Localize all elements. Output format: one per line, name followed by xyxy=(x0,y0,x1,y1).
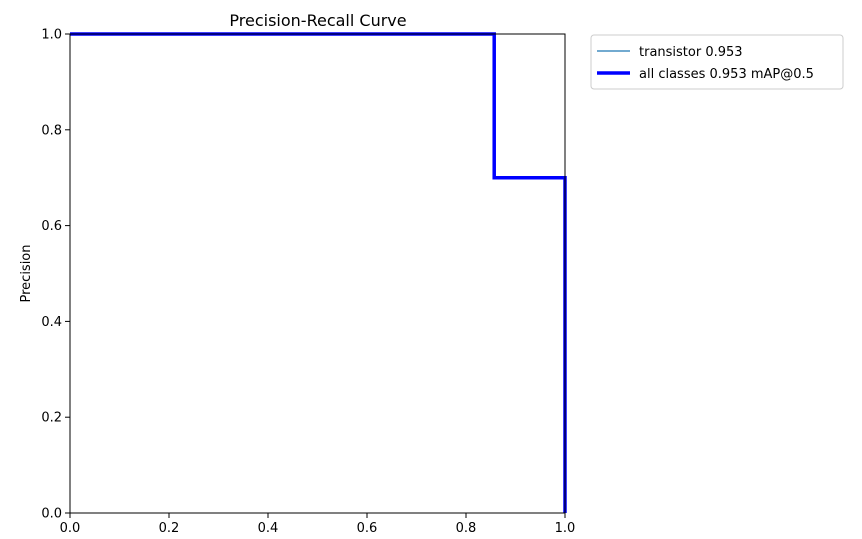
plot-area-frame xyxy=(69,33,566,514)
y-tick-label-1: 0.2 xyxy=(41,411,62,426)
series-layer xyxy=(70,32,567,513)
y-tick-label-5: 1.0 xyxy=(41,28,62,43)
legend-frame xyxy=(590,34,844,90)
chart-title: Precision-Recall Curve xyxy=(229,11,406,30)
legend-label-all-classes: all classes 0.953 mAP@0.5 xyxy=(639,67,814,82)
x-axis-ticks: 0.0 0.2 0.4 0.6 0.8 1.0 xyxy=(60,513,576,536)
x-tick-label-1: 0.2 xyxy=(159,521,180,536)
y-tick-label-0: 0.0 xyxy=(41,507,62,522)
y-tick-label-4: 0.8 xyxy=(41,123,62,138)
x-tick-label-2: 0.4 xyxy=(258,521,279,536)
y-axis-ticks: 0.0 0.2 0.4 0.6 0.8 1.0 xyxy=(41,28,70,522)
x-tick-label-5: 1.0 xyxy=(555,521,576,536)
legend-label-transistor: transistor 0.953 xyxy=(639,45,743,60)
y-tick-label-2: 0.4 xyxy=(41,315,62,330)
x-tick-label-3: 0.6 xyxy=(357,521,378,536)
y-axis-label: Precision xyxy=(19,244,34,302)
series-line-0 xyxy=(70,33,566,513)
series-line-1 xyxy=(70,32,567,513)
legend: transistor 0.953 all classes 0.953 mAP@0… xyxy=(590,34,844,90)
x-tick-label-0: 0.0 xyxy=(60,521,81,536)
x-tick-label-4: 0.8 xyxy=(456,521,477,536)
y-tick-label-3: 0.6 xyxy=(41,219,62,234)
